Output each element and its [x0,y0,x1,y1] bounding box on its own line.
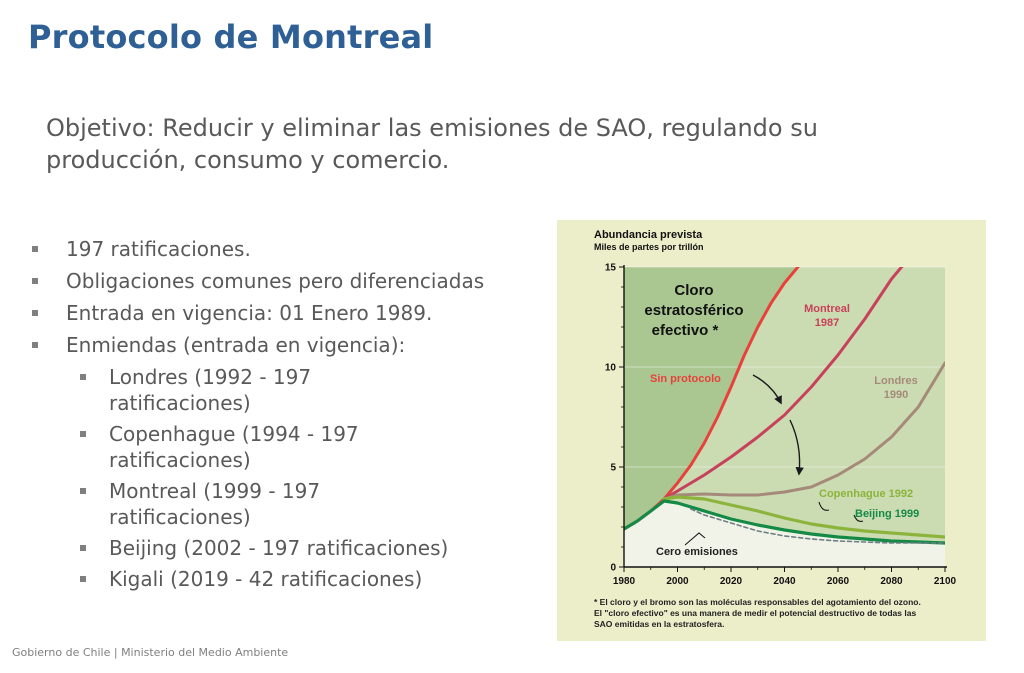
chart-panel: 0 5 10 15 1980 2000 2020 2040 2060 2080 2100 Abund… [557,220,986,641]
chart-inner-label-line: Cloro [674,282,713,299]
leader-beijing [853,514,864,522]
objective-text: Objetivo: Reducir y eliminar las emision… [46,114,818,174]
series-label-sin-protocolo: Sin protocolo [650,373,721,385]
bullet-marker [80,545,86,551]
y-tick-label: 5 [610,463,616,474]
bullet-marker [32,342,38,348]
chart-title: Abundancia prevista [594,229,703,241]
bullet-item: Enmiendas (entrada en vigencia): [30,332,530,358]
series-label-cero-emisiones: Cero emisiones [656,546,738,558]
chlorine-chart: 0 5 10 15 1980 2000 2020 2040 2060 2080 2100 Abund… [557,220,986,641]
series-label-beijing: Beijing 1999 [855,508,919,520]
x-tick-label: 1980 [613,576,636,587]
chart-inner-label-line: efectivo * [652,322,719,339]
series-line-londres-1990 [662,361,945,501]
sub-bullet-item: Londres (1992 - 197 ratificaciones) [30,364,385,416]
series-label-montreal-year: 1987 [815,317,839,329]
y-tick-label: 10 [605,363,617,374]
x-tick-label: 2040 [773,576,796,587]
grid-lines [624,266,945,468]
arrow-sin-protocolo-to-montreal [752,374,782,405]
series-label-londres-year: 1990 [884,389,908,401]
bullet-text: Entrada en vigencia: 01 Enero 1989. [66,301,433,325]
sub-bullet-text: Kigali (2019 - 42 ratificaciones) [109,567,423,591]
sub-bullet-item: Kigali (2019 - 42 ratificaciones) [30,566,549,592]
x-tick-label: 2000 [666,576,689,587]
footer-text: Gobierno de Chile | Ministerio del Medio… [12,646,289,659]
x-tick-label: 2020 [720,576,743,587]
chart-footnote-line: * El cloro y el bromo son las moléculas … [594,597,921,607]
series-line-cero-emisiones [690,508,945,544]
series-line-beijing-1999 [624,499,945,545]
sub-bullet-text: Beijing (2002 - 197 ratificaciones) [109,536,449,560]
bullet-item: Obligaciones comunes pero diferenciadas [30,268,530,294]
bullet-marker [80,431,86,437]
region-below-beijing [624,501,945,567]
chart-footnote-line: SAO emitidas en la estratosfera. [594,619,724,629]
x-tick-label: 2080 [880,576,903,587]
x-tick-label: 2060 [827,576,850,587]
leader-cero-emisiones [684,532,706,546]
bullet-text: Enmiendas (entrada en vigencia): [66,333,406,357]
series-label-montreal: Montreal [804,303,850,315]
series-lines [624,267,945,545]
bullet-marker [80,576,86,582]
bullet-marker [32,278,38,284]
bullet-marker [80,488,86,494]
arrow-montreal-to-londres [789,419,804,476]
sub-bullet-text: Copenhague (1994 - 197 ratificaciones) [109,422,359,472]
bullet-list: 197 ratificaciones. Obligaciones comunes… [30,236,530,597]
sub-bullet-item: Beijing (2002 - 197 ratificaciones) [30,535,549,561]
chart-subtitle: Miles de partes por trillón [594,242,704,252]
series-label-copenhague: Copenhague 1992 [819,488,913,500]
chart-footnote-line: El "cloro efectivo" es una manera de med… [594,608,916,618]
series-line-montreal-1987 [662,267,904,501]
series-label-londres: Londres [874,375,917,387]
bullet-marker [32,246,38,252]
axis-ticks: 0 5 10 15 1980 2000 2020 2040 2060 2080 2100 [605,263,957,588]
bullet-item: 197 ratificaciones. [30,236,530,262]
bullet-text: Obligaciones comunes pero diferenciadas [66,269,485,293]
bullet-marker [80,374,86,380]
y-tick-label: 0 [610,563,616,574]
sub-bullet-text: Londres (1992 - 197 ratificaciones) [109,365,312,415]
sub-bullet-item: Copenhague (1994 - 197 ratificaciones) [30,421,439,473]
sub-bullet-item: Montreal (1999 - 197 ratificaciones) [30,478,399,530]
bullet-item: Entrada en vigencia: 01 Enero 1989. [30,300,530,326]
y-tick-label: 15 [605,263,617,274]
bullet-text: 197 ratificaciones. [66,237,251,261]
page-title: Protocolo de Montreal [28,18,434,56]
bullet-marker [32,310,38,316]
leader-copenhague [818,501,830,511]
chart-inner-label-line: estratosférico [644,302,743,319]
x-tick-label: 2100 [934,576,957,587]
sub-bullet-text: Montreal (1999 - 197 ratificaciones) [109,479,321,529]
series-line-copenhague-1992 [662,495,945,539]
